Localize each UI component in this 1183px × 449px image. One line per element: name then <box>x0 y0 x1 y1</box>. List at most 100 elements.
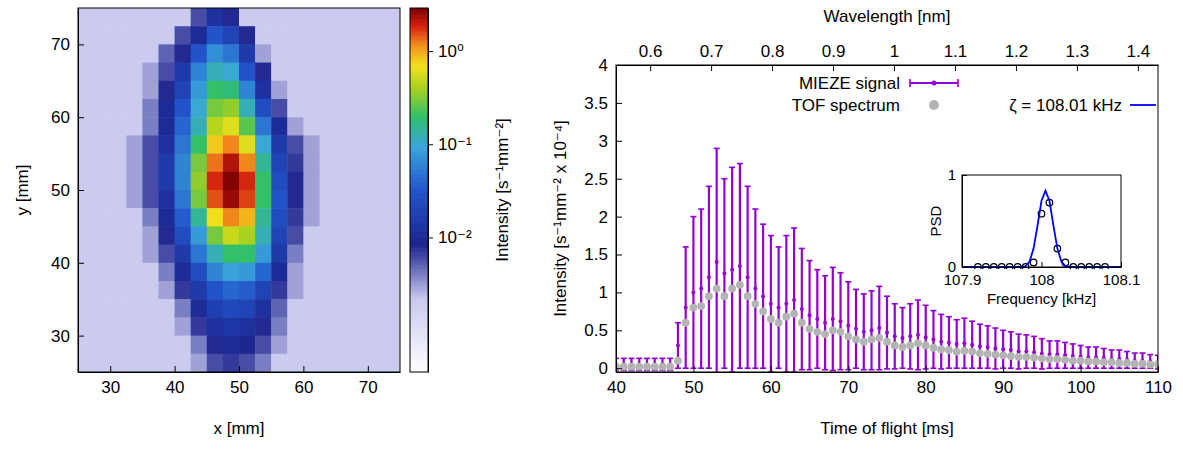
heatmap-cell <box>207 26 224 45</box>
heatmap-cell <box>175 135 192 154</box>
label: Time of flight [ms] <box>820 419 954 438</box>
point <box>738 264 742 268</box>
error-cap <box>721 178 727 180</box>
heatmap-cell <box>303 117 320 136</box>
point <box>953 348 961 356</box>
tick: 0.7 <box>700 42 724 71</box>
point <box>924 335 928 339</box>
heatmap-cell <box>142 299 159 318</box>
heatmap-cell <box>78 226 95 245</box>
error-cap <box>1000 330 1006 332</box>
heatmap-cell <box>94 263 111 282</box>
error-cap <box>938 314 944 316</box>
error-cap <box>752 367 758 369</box>
heatmap-cell <box>384 172 400 191</box>
heatmap-cell <box>336 336 353 355</box>
point <box>798 319 806 327</box>
heatmap-cell <box>255 226 272 245</box>
heatmap-cell <box>303 208 320 227</box>
heatmap-cell <box>94 245 111 264</box>
heatmap-cell <box>110 336 127 355</box>
heatmap-cell <box>287 26 304 45</box>
heatmap-cell <box>368 8 385 27</box>
heatmap-cell <box>255 317 272 336</box>
heatmap-cell <box>110 8 127 27</box>
heatmap-cell <box>142 190 159 209</box>
error-bar <box>863 294 865 370</box>
error-cap <box>659 358 665 360</box>
heatmap-cell <box>175 81 192 100</box>
error-cap <box>1054 367 1060 369</box>
heatmap-cell <box>94 135 111 154</box>
point <box>862 330 866 334</box>
plot-frame <box>78 8 400 372</box>
heatmap-cell <box>207 63 224 82</box>
heatmap-cell <box>142 317 159 336</box>
heatmap-cell <box>271 263 288 282</box>
tick: 10⁻² <box>428 228 472 247</box>
point <box>775 319 783 327</box>
error-cap <box>985 367 991 369</box>
tick-label: 70 <box>359 378 378 397</box>
heatmap-cell <box>159 81 176 100</box>
error-cap <box>861 293 867 295</box>
heatmap-cell <box>255 354 272 372</box>
heatmap-cell <box>142 336 159 355</box>
tick-mark <box>1081 366 1082 372</box>
point <box>914 339 922 347</box>
tick: 50 <box>230 366 249 397</box>
point <box>839 319 843 323</box>
heatmap-cell <box>239 245 256 264</box>
heatmap-cell <box>271 226 288 245</box>
heatmap-cell <box>207 172 224 191</box>
heatmap-cell <box>287 44 304 63</box>
error-cap <box>845 281 851 283</box>
tick: 40 <box>51 254 84 273</box>
tick-mark <box>175 366 176 372</box>
y-axis: 01 <box>948 166 967 275</box>
heatmap-cell <box>159 44 176 63</box>
error-cap <box>1039 368 1045 370</box>
error-cap <box>961 367 967 369</box>
heatmap-cell <box>239 263 256 282</box>
error-cap <box>1101 367 1107 369</box>
heatmap-cell <box>320 354 337 372</box>
heatmap-cell <box>287 190 304 209</box>
tick: 10⁻¹ <box>428 135 472 154</box>
tick-mark <box>1016 65 1017 71</box>
heatmap-cell <box>303 299 320 318</box>
error-cap <box>876 286 882 288</box>
error-cap <box>1023 334 1029 336</box>
error-cap <box>869 290 875 292</box>
legend-cap <box>957 79 959 87</box>
error-bar <box>1064 342 1066 368</box>
heatmap-cell <box>287 99 304 118</box>
tick: 3.5 <box>584 94 622 113</box>
heatmap-cell <box>126 226 143 245</box>
heatmap-cell <box>159 317 176 336</box>
heatmap-cell <box>191 99 208 118</box>
tick-mark <box>428 51 433 52</box>
plot-frame <box>616 65 1158 372</box>
point <box>744 292 752 300</box>
error-cap <box>830 267 836 269</box>
heatmap-cell <box>352 26 369 45</box>
error-bar <box>1072 344 1074 368</box>
point <box>777 306 781 310</box>
error-cap <box>814 269 820 271</box>
heatmap-cell <box>255 44 272 63</box>
heatmap-cell <box>142 63 159 82</box>
heatmap-cell <box>368 154 385 173</box>
error-cap <box>1109 367 1115 369</box>
x-axis: 3040506070 <box>79 366 401 397</box>
point <box>1092 357 1100 365</box>
error-cap <box>1031 336 1037 338</box>
heatmap-cell <box>191 226 208 245</box>
point <box>1115 359 1123 367</box>
heatmap-cell <box>94 299 111 318</box>
heatmap-cell <box>207 317 224 336</box>
point <box>697 302 705 310</box>
heatmap-cell <box>126 99 143 118</box>
heatmap-cell <box>271 154 288 173</box>
heatmap-cell <box>320 245 337 264</box>
